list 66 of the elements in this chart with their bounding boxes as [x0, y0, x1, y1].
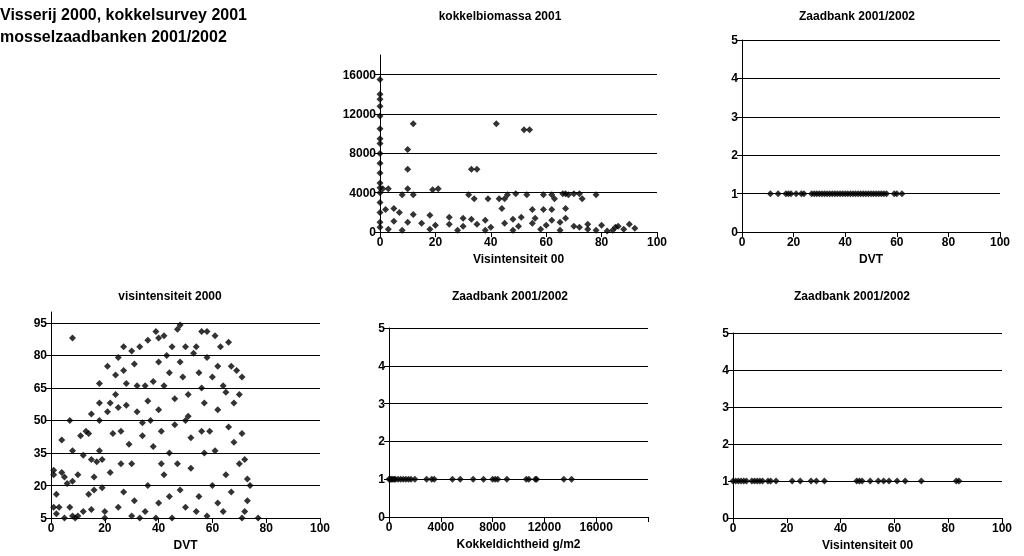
- y-tick-label: 1: [731, 186, 739, 201]
- y-tick-label: 2: [722, 437, 730, 451]
- y-tick-label: 95: [33, 315, 48, 330]
- y-tick-label: 4: [378, 358, 386, 373]
- y-tick-label: 3: [378, 396, 386, 411]
- y-tick-label: 3: [731, 109, 739, 124]
- x-tick-label: 60: [205, 521, 220, 536]
- x-tick-label: 40: [151, 521, 166, 536]
- y-tick-label: 5: [722, 326, 730, 340]
- x-axis-title: DVT: [173, 538, 199, 552]
- x-tick-label: 80: [941, 235, 956, 250]
- y-tick-label: 2: [731, 148, 739, 163]
- x-tick-label: 40: [833, 521, 848, 535]
- y-tick-label: 1: [378, 472, 386, 487]
- x-tick-label: 60: [890, 235, 904, 250]
- x-tick-label: 40: [484, 235, 498, 250]
- x-tick-label: 100: [991, 521, 1013, 535]
- x-tick-label: 100: [989, 235, 1011, 250]
- text: mosselzaadbanken 2001/2002: [0, 27, 228, 47]
- y-tick-label: 5: [378, 321, 386, 335]
- y-tick-label: 16000: [342, 67, 377, 82]
- y-tick-label: 0: [369, 225, 377, 240]
- x-tick-label: 80: [259, 521, 274, 536]
- x-tick-label: 80: [594, 235, 609, 250]
- y-tick-label: 65: [33, 380, 48, 395]
- y-tick-label: 12000: [342, 107, 377, 122]
- x-tick-label: 80: [941, 521, 956, 535]
- x-tick-label: 12000: [527, 520, 562, 534]
- y-tick-label: 3: [722, 400, 730, 414]
- y-tick-label: 4000: [349, 185, 377, 200]
- x-tick-label: 8000: [479, 520, 507, 534]
- y-tick-label: 0: [722, 511, 730, 525]
- x-tick-label: 100: [309, 521, 331, 536]
- x-tick-label: 16000: [579, 520, 614, 534]
- y-tick-label: 20: [33, 478, 48, 493]
- x-tick-label: 20: [98, 521, 112, 536]
- y-tick-label: 80: [33, 348, 48, 363]
- y-tick-label: 2: [378, 434, 386, 449]
- y-tick-label: 0: [731, 225, 739, 240]
- x-axis-title: Kokkeldichtheid g/m2: [456, 536, 581, 551]
- y-tick-label: 50: [33, 413, 48, 428]
- x-tick-label: 4000: [427, 520, 455, 534]
- chart-title: visintensiteit 2000: [118, 289, 223, 303]
- x-tick-label: 60: [539, 235, 554, 250]
- x-tick-label: 20: [786, 235, 801, 250]
- x-tick-label: 40: [838, 235, 853, 250]
- y-tick-label: 0: [378, 510, 386, 524]
- x-tick-label: 60: [887, 521, 902, 535]
- y-tick-label: 8000: [349, 146, 377, 161]
- x-tick-label: 100: [646, 235, 668, 250]
- y-tick-label: 5: [40, 511, 48, 526]
- y-tick-label: 4: [731, 71, 739, 86]
- y-tick-label: 4: [722, 363, 730, 377]
- y-tick-label: 5: [731, 33, 739, 47]
- x-tick-label: 20: [428, 235, 443, 250]
- chart-title: Zaadbank 2001/2002: [793, 289, 911, 303]
- chart-title: Zaadbank 2001/2002: [798, 9, 916, 23]
- x-axis-title: Visintensiteit 00: [821, 537, 914, 552]
- x-axis-title: Visintensiteit 00: [472, 252, 565, 266]
- x-axis-title: DVT: [859, 252, 884, 266]
- x-tick-label: 20: [780, 521, 794, 535]
- y-tick-label: 35: [33, 446, 48, 461]
- chart-title: kokkelbiomassa 2001: [438, 9, 562, 23]
- chart-title: Zaadbank 2001/2002: [451, 289, 569, 303]
- y-tick-label: 1: [722, 474, 730, 488]
- text: Visserij 2000, kokkelsurvey 2001: [0, 5, 248, 25]
